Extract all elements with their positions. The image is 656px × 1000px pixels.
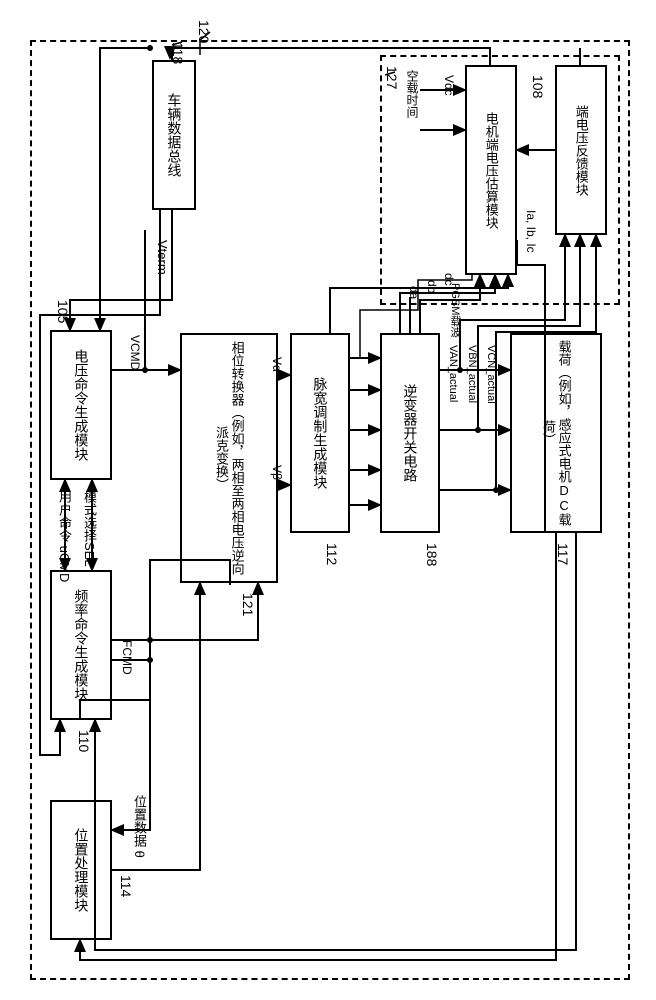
ref-114: 114 bbox=[118, 875, 134, 897]
label-valpha: Vα bbox=[270, 357, 284, 372]
ref-121: 121 bbox=[240, 593, 256, 616]
label-modesel: 模式选择SEL bbox=[80, 490, 99, 567]
ref-105: 105 bbox=[55, 300, 71, 323]
ref-120: 120 bbox=[196, 20, 212, 43]
label-pgsm: PGSM载波 bbox=[447, 283, 463, 337]
ref-117: 117 bbox=[555, 543, 571, 565]
terminal-fb-label: 端电压反馈模块 bbox=[573, 105, 589, 196]
label-vcn: VCN_actual bbox=[485, 345, 497, 404]
freq-cmd-label: 频率命令生成模块 bbox=[73, 589, 90, 701]
pwm-gen-block: 脉宽调制生成模块 bbox=[290, 333, 350, 533]
label-vdc: Vdc bbox=[442, 75, 456, 96]
ref-112: 112 bbox=[324, 543, 340, 565]
phase-converter-label: 相位转换器（例如，两相至两相电压逆向派克变换） bbox=[213, 339, 244, 577]
load-label: 载荷（例如，感应式电机DC载荷） bbox=[540, 339, 571, 527]
label-da: da bbox=[407, 286, 421, 299]
motor-term-est-label: 电机端电压估算模块 bbox=[483, 112, 499, 229]
label-van: VAN_actual bbox=[447, 345, 459, 402]
label-vbn: VBN_actual bbox=[466, 345, 478, 403]
ref-188: 188 bbox=[424, 543, 440, 566]
vehicle-bus-label: 车辆数据总线 bbox=[166, 93, 183, 177]
label-vcmd: VCMD bbox=[128, 335, 142, 370]
motor-term-est-block: 电机端电压估算模块 bbox=[465, 65, 517, 275]
load-block: 载荷（例如，感应式电机DC载荷） bbox=[510, 333, 602, 533]
ref-118: 118 bbox=[170, 42, 186, 64]
label-fcmd: FCMD bbox=[120, 640, 134, 675]
label-idletime: 空载时间 bbox=[404, 70, 421, 118]
vehicle-bus-block: 车辆数据总线 bbox=[152, 60, 196, 210]
position-proc-label: 位置处理模块 bbox=[73, 828, 90, 912]
phase-converter-block: 相位转换器（例如，两相至两相电压逆向派克变换） bbox=[180, 333, 278, 583]
voltage-cmd-block: 电压命令生成模块 bbox=[50, 330, 112, 480]
ref-108: 108 bbox=[530, 75, 546, 98]
inverter-block: 逆变器开关电路 bbox=[380, 333, 440, 533]
freq-cmd-block: 频率命令生成模块 bbox=[50, 570, 112, 720]
label-vbeta: Vβ bbox=[270, 465, 284, 480]
pwm-gen-label: 脉宽调制生成模块 bbox=[312, 377, 329, 489]
ref-127: 127 bbox=[384, 66, 400, 89]
label-db: db bbox=[425, 280, 439, 293]
label-ucmd: 用户命令 uCMD bbox=[55, 490, 74, 582]
label-vterm: Vterm bbox=[155, 240, 170, 275]
ref-110: 110 bbox=[76, 730, 92, 752]
terminal-fb-block: 端电压反馈模块 bbox=[555, 65, 607, 235]
position-proc-block: 位置处理模块 bbox=[50, 800, 112, 940]
label-iabc: Ia, Ib, Ic bbox=[524, 210, 538, 253]
inverter-label: 逆变器开关电路 bbox=[402, 384, 419, 482]
label-posdata: 位置数据 θ bbox=[130, 795, 149, 858]
voltage-cmd-label: 电压命令生成模块 bbox=[73, 349, 90, 461]
